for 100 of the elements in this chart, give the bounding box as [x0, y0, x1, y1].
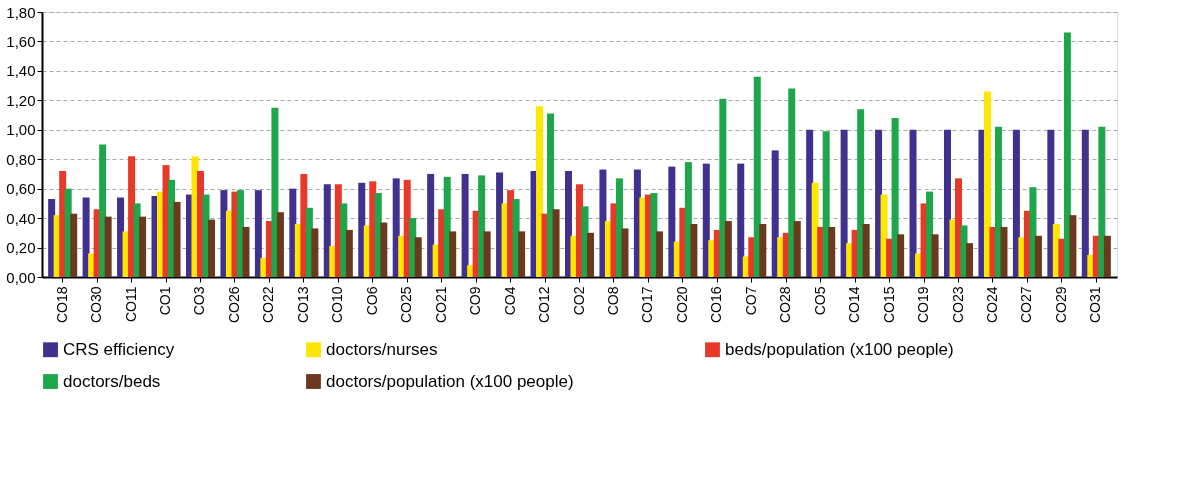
bar	[208, 219, 216, 277]
x-tick-label: CO5	[811, 286, 828, 316]
legend-label: doctors/beds	[63, 371, 161, 391]
bar	[753, 76, 761, 277]
bar	[668, 166, 676, 277]
bar	[128, 156, 136, 277]
x-tick-label: CO9	[467, 286, 484, 316]
y-tick-label: 0,80	[6, 150, 36, 168]
bar	[427, 173, 435, 277]
y-tick-label: 0,00	[6, 268, 36, 286]
x-tick-label: CO24	[983, 286, 1000, 324]
bar	[724, 221, 732, 277]
bar	[983, 91, 991, 277]
bar	[323, 184, 331, 277]
bar	[173, 201, 181, 277]
bar	[1103, 235, 1111, 277]
bar	[1034, 235, 1042, 277]
bar	[139, 216, 147, 277]
y-tick-label: 1,40	[6, 62, 36, 80]
bar	[358, 182, 366, 277]
bar	[547, 113, 555, 277]
x-tick-label: CO26	[225, 286, 242, 324]
bar	[104, 216, 112, 277]
x-tick-label: CO18	[53, 286, 70, 324]
bar	[1047, 129, 1055, 277]
bar	[276, 212, 284, 277]
bar	[311, 228, 319, 277]
bar	[409, 218, 417, 277]
y-tick-label: 0,40	[6, 209, 36, 227]
bar	[254, 190, 262, 277]
bar	[414, 237, 422, 277]
x-tick-label: CO29	[1052, 286, 1069, 324]
x-tick-label: CO10	[329, 286, 346, 324]
bar	[862, 224, 870, 277]
bar	[955, 178, 963, 277]
bar	[340, 203, 348, 277]
bar	[345, 229, 353, 277]
bar	[1098, 126, 1106, 277]
bar	[771, 150, 779, 277]
bar	[289, 188, 297, 277]
x-tick-label: CO14	[846, 286, 863, 324]
bar	[461, 173, 469, 277]
bar	[702, 163, 710, 277]
x-tick-label: CO3	[191, 286, 208, 316]
bar	[496, 172, 504, 277]
legend-label: doctors/nurses	[326, 339, 438, 359]
bar	[655, 231, 663, 277]
x-tick-label: CO22	[260, 286, 277, 324]
bar	[518, 231, 526, 277]
y-tick-label: 0,20	[6, 239, 36, 257]
x-tick-label: CO30	[88, 286, 105, 324]
bar	[737, 163, 745, 277]
bar	[1000, 226, 1008, 277]
x-tick-label: CO13	[294, 286, 311, 324]
x-tick-label: CO27	[1018, 286, 1035, 324]
y-tick-label: 1,80	[6, 3, 36, 21]
bar	[99, 144, 107, 277]
x-tick-label: CO7	[742, 286, 759, 316]
x-tick-label: CO17	[639, 286, 656, 324]
bar	[380, 222, 388, 277]
legend-label: doctors/population (x100 people)	[326, 371, 574, 391]
bar	[828, 226, 836, 277]
bar	[449, 231, 457, 277]
bar	[966, 243, 974, 277]
legend-label: beds/population (x100 people)	[725, 339, 954, 359]
x-tick-label: CO21	[432, 286, 449, 324]
x-tick-label: CO16	[708, 286, 725, 324]
bar	[1063, 32, 1071, 277]
x-tick-label: CO20	[673, 286, 690, 324]
bar	[271, 107, 279, 277]
bar	[1069, 215, 1077, 277]
bar	[759, 224, 767, 277]
bar	[483, 231, 491, 277]
x-tick-label: CO6	[363, 286, 380, 316]
x-tick-label: CO1	[157, 286, 174, 316]
y-tick-label: 1,60	[6, 32, 36, 50]
x-tick-label: CO31	[1087, 286, 1104, 324]
bar	[931, 234, 939, 277]
y-tick-label: 0,60	[6, 180, 36, 198]
x-tick-label: CO25	[398, 286, 415, 324]
bar	[300, 173, 308, 277]
bar	[1012, 129, 1020, 277]
x-tick-label: CO11	[122, 286, 139, 323]
bar	[650, 193, 658, 277]
x-tick-label: CO12	[536, 286, 553, 324]
bar	[599, 169, 607, 277]
bar	[552, 209, 560, 277]
bar	[840, 129, 848, 277]
bar	[70, 213, 78, 277]
bar	[1029, 187, 1037, 277]
x-tick-label: CO23	[949, 286, 966, 324]
y-tick-label: 1,20	[6, 91, 36, 109]
bar	[242, 226, 250, 277]
bar	[857, 109, 865, 277]
bar	[788, 88, 796, 277]
bar	[719, 98, 727, 277]
bar	[1081, 129, 1089, 277]
bar	[82, 197, 90, 277]
bar	[690, 224, 698, 277]
x-tick-label: CO2	[570, 286, 587, 316]
